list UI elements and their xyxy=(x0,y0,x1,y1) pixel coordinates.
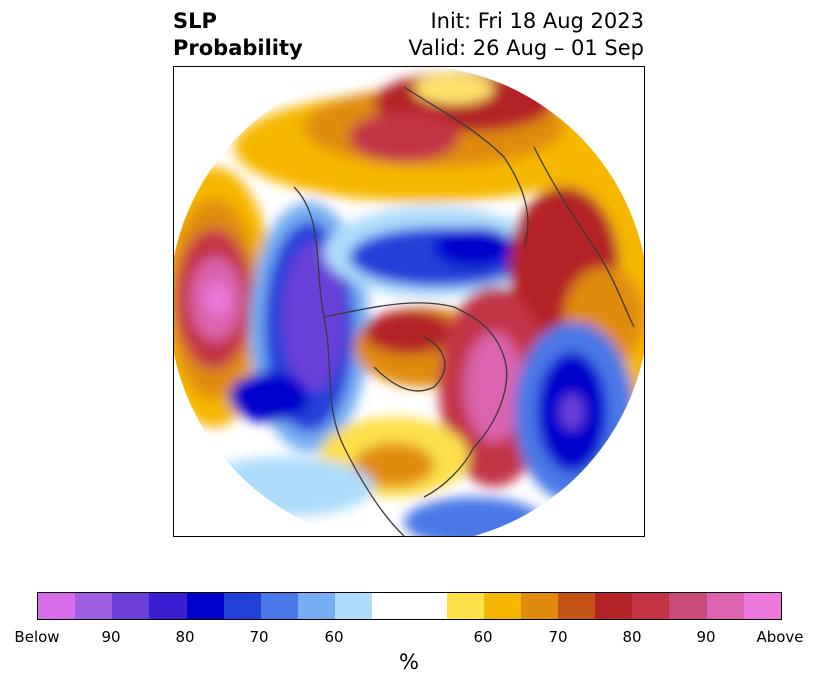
colorbar-segment xyxy=(669,593,707,619)
colorbar xyxy=(37,592,782,620)
colorbar-segment xyxy=(38,593,76,619)
colorbar-tick-label: Below xyxy=(14,628,60,646)
coastlines xyxy=(293,86,635,536)
colorbar-segment xyxy=(149,593,187,619)
colorbar-tick-label: 80 xyxy=(622,628,642,646)
colorbar-segment xyxy=(297,593,336,619)
colorbar-segment xyxy=(632,593,670,619)
title-left: SLP Probability xyxy=(173,8,303,62)
colorbar-segment xyxy=(335,593,373,619)
colorbar-tick-label: 80 xyxy=(175,628,195,646)
colorbar-segment xyxy=(260,593,298,619)
init-date: Init: Fri 18 Aug 2023 xyxy=(430,9,644,33)
colorbar-tick-label: 70 xyxy=(548,628,568,646)
colorbar-segment xyxy=(112,593,150,619)
colorbar-tick-label: 90 xyxy=(696,628,716,646)
colorbar-unit: % xyxy=(399,650,419,674)
colorbar-segment xyxy=(372,593,410,619)
colorbar-segment xyxy=(743,593,781,619)
title-right: Init: Fri 18 Aug 2023 Valid: 26 Aug – 01… xyxy=(408,8,644,62)
colorbar-tick-label: 60 xyxy=(473,628,493,646)
colorbar-tick-label: 70 xyxy=(249,628,269,646)
colorbar-segment xyxy=(595,593,633,619)
probability-map xyxy=(174,67,644,536)
colorbar-segment xyxy=(483,593,521,619)
colorbar-tick-label: 90 xyxy=(101,628,121,646)
colorbar-segment xyxy=(557,593,596,619)
probability-field xyxy=(174,67,644,536)
colorbar-segment xyxy=(520,593,558,619)
colorbar-segment xyxy=(186,593,224,619)
colorbar-tick-label: Above xyxy=(756,628,804,646)
colorbar-segment xyxy=(75,593,113,619)
colorbar-tick-label: 60 xyxy=(324,628,344,646)
colorbar-segment xyxy=(706,593,744,619)
title-product: Probability xyxy=(173,36,303,60)
map-panel xyxy=(173,66,645,537)
title-variable: SLP xyxy=(173,9,217,33)
colorbar-segment xyxy=(223,593,261,619)
valid-range: Valid: 26 Aug – 01 Sep xyxy=(408,36,644,60)
colorbar-segment xyxy=(446,593,484,619)
colorbar-segment xyxy=(409,593,447,619)
